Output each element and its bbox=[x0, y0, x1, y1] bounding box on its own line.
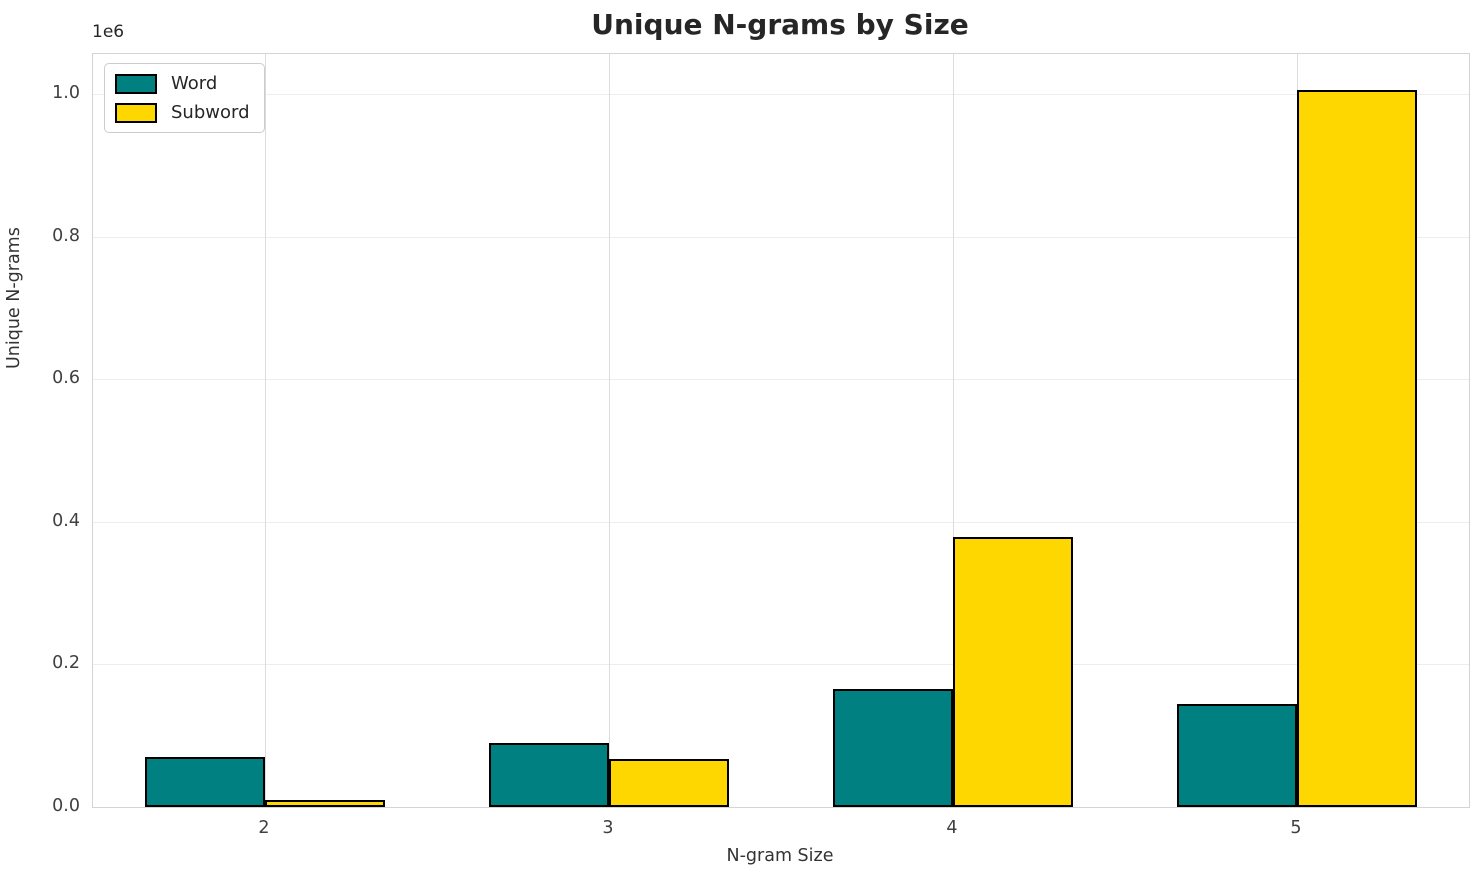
gridline-y-600000 bbox=[93, 379, 1469, 381]
legend-item-word: Word bbox=[115, 73, 250, 94]
ytick-label-0.2: 0.2 bbox=[52, 653, 80, 674]
bar-word-3 bbox=[489, 742, 609, 807]
gridline-y-200000 bbox=[93, 664, 1469, 666]
gridline-y-1000000 bbox=[93, 93, 1469, 95]
chart-title: Unique N-grams by Size bbox=[591, 8, 969, 41]
legend-label-word: Word bbox=[171, 73, 218, 94]
bar-subword-3 bbox=[609, 758, 729, 807]
legend-label-subword: Subword bbox=[171, 102, 250, 123]
legend-item-subword: Subword bbox=[115, 102, 250, 123]
ytick-label-0.0: 0.0 bbox=[52, 796, 80, 816]
bar-word-5 bbox=[1177, 703, 1297, 807]
bar-word-4 bbox=[833, 688, 953, 807]
gridline-y-800000 bbox=[93, 236, 1469, 238]
subword-color-swatch bbox=[115, 102, 157, 123]
y-axis-label: Unique N-grams bbox=[4, 227, 24, 370]
xtick-label-3: 3 bbox=[602, 818, 614, 838]
bar-subword-2 bbox=[265, 799, 385, 807]
ytick-label-0.8: 0.8 bbox=[52, 225, 80, 246]
xtick-label-5: 5 bbox=[1290, 818, 1302, 838]
xtick-label-2: 2 bbox=[258, 818, 270, 838]
bar-word-2 bbox=[145, 757, 265, 807]
bar-subword-5 bbox=[1297, 90, 1417, 807]
x-axis-label: N-gram Size bbox=[726, 846, 834, 866]
bar-subword-4 bbox=[953, 537, 1073, 807]
ytick-label-0.6: 0.6 bbox=[52, 368, 80, 389]
ytick-label-0.4: 0.4 bbox=[52, 510, 80, 531]
plot-area: Word Subword bbox=[92, 53, 1470, 808]
y-axis-offset-label: 1e6 bbox=[92, 22, 125, 42]
gridline-x-2 bbox=[265, 54, 266, 807]
gridline-x-3 bbox=[609, 54, 610, 807]
legend: Word Subword bbox=[104, 63, 265, 133]
word-color-swatch bbox=[115, 73, 157, 94]
ytick-label-1.0: 1.0 bbox=[52, 82, 80, 103]
gridline-x-4 bbox=[953, 54, 954, 807]
gridline-y-400000 bbox=[93, 521, 1469, 523]
xtick-label-4: 4 bbox=[946, 818, 958, 838]
